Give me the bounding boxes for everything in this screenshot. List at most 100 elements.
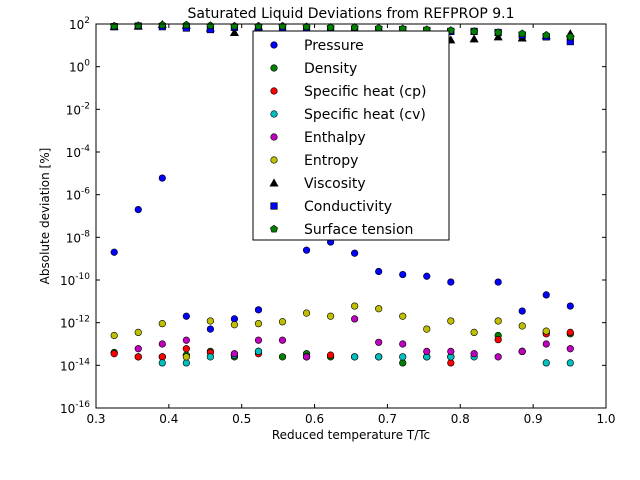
entropy-point bbox=[110, 331, 118, 340]
entropy-point bbox=[134, 328, 142, 336]
legend-item-entropy: Entropy bbox=[270, 153, 358, 169]
legend-label: Pressure bbox=[304, 38, 364, 54]
pressure-point bbox=[375, 267, 383, 276]
y-tick-label: 10-8 bbox=[66, 229, 91, 245]
y-tick-label: 10-2 bbox=[66, 101, 90, 117]
entropy-point bbox=[254, 320, 263, 328]
chart-title: Saturated Liquid Deviations from REFPROP… bbox=[188, 6, 515, 22]
legend-item-specific-heat-cv: Specific heat (cv) bbox=[270, 107, 426, 123]
legend-item-enthalpy: Enthalpy bbox=[270, 130, 366, 146]
series-entropy bbox=[110, 302, 550, 361]
pressure-point bbox=[254, 306, 263, 314]
legend-marker bbox=[270, 202, 278, 210]
x-tick-label: 0.8 bbox=[451, 412, 470, 426]
surface-tension-point bbox=[254, 21, 263, 30]
legend-label: Viscosity bbox=[304, 176, 366, 192]
specific-heat-cp-point bbox=[494, 336, 502, 344]
viscosity-point bbox=[493, 32, 503, 41]
specific-heat-cv-point bbox=[375, 353, 383, 361]
specific-heat-cv-point bbox=[158, 359, 166, 367]
pressure-point bbox=[182, 312, 190, 320]
pressure-point bbox=[423, 272, 431, 280]
pressure-point bbox=[302, 246, 311, 254]
y-axis-title: Absolute deviation [%] bbox=[38, 148, 52, 285]
legend-item-pressure: Pressure bbox=[270, 38, 364, 54]
entropy-point bbox=[206, 317, 214, 325]
x-tick-label: 0.6 bbox=[305, 412, 324, 426]
entropy-point bbox=[302, 309, 311, 317]
plot-frame bbox=[95, 23, 607, 409]
x-tick-label: 0.3 bbox=[86, 412, 105, 426]
x-tick-label: 0.4 bbox=[159, 412, 178, 426]
surface-tension-point bbox=[566, 32, 575, 41]
surface-tension-point bbox=[158, 20, 167, 29]
pressure-point bbox=[447, 278, 455, 286]
pressure-point bbox=[158, 174, 166, 182]
specific-heat-cv-point bbox=[182, 359, 190, 367]
legend-label: Surface tension bbox=[304, 222, 413, 238]
enthalpy-point bbox=[470, 350, 478, 358]
series-enthalpy bbox=[134, 315, 574, 361]
legend-box bbox=[252, 30, 450, 241]
enthalpy-point bbox=[302, 353, 311, 361]
enthalpy-point bbox=[134, 345, 142, 353]
enthalpy-point bbox=[158, 340, 166, 348]
enthalpy-point bbox=[542, 340, 550, 348]
legend-marker bbox=[270, 110, 278, 118]
y-tick-label: 102 bbox=[69, 16, 90, 32]
enthalpy-point bbox=[351, 315, 359, 323]
axis-ticks: 0.3 0.4 0.5 0.6 0.7 0.8 0.9 1.0 10-16 10-14 10-12 1… bbox=[60, 16, 616, 426]
specific-heat-cv-point bbox=[542, 359, 550, 367]
legend-marker bbox=[270, 64, 278, 72]
surface-tension-point bbox=[350, 23, 359, 31]
viscosity-point bbox=[469, 34, 479, 43]
pressure-point bbox=[518, 307, 526, 315]
specific-heat-cv-point bbox=[351, 353, 359, 361]
entropy-point bbox=[351, 302, 359, 310]
pressure-point bbox=[566, 302, 574, 310]
specific-heat-cp-point bbox=[447, 359, 455, 367]
legend-marker bbox=[270, 156, 278, 164]
enthalpy-point bbox=[254, 336, 263, 344]
entropy-point bbox=[327, 312, 335, 320]
legend-item-viscosity: Viscosity bbox=[269, 176, 366, 192]
entropy-point bbox=[182, 353, 190, 361]
surface-tension-point bbox=[470, 27, 479, 35]
specific-heat-cv-point bbox=[566, 359, 574, 367]
legend-label: Conductivity bbox=[304, 199, 392, 215]
pressure-point bbox=[399, 270, 407, 279]
y-tick-label: 100 bbox=[69, 59, 90, 75]
x-tick-label: 1.0 bbox=[596, 412, 615, 426]
enthalpy-point bbox=[182, 336, 190, 344]
entropy-point bbox=[399, 312, 407, 320]
legend-marker bbox=[269, 178, 279, 187]
y-tick-label: 10-10 bbox=[60, 272, 90, 288]
pressure-point bbox=[134, 205, 142, 214]
pressure-point bbox=[494, 278, 502, 286]
pressure-point bbox=[110, 248, 118, 256]
enthalpy-point bbox=[423, 347, 431, 355]
specific-heat-cp-point bbox=[182, 345, 190, 353]
pressure-point bbox=[206, 325, 214, 333]
enthalpy-point bbox=[566, 345, 574, 353]
entropy-point bbox=[375, 305, 383, 313]
specific-heat-cv-point bbox=[399, 353, 407, 361]
entropy-point bbox=[158, 320, 166, 328]
x-axis-title: Reduced temperature T/Tc bbox=[272, 428, 430, 442]
y-tick-label: 10-14 bbox=[60, 357, 90, 373]
surface-tension-point bbox=[278, 21, 287, 30]
y-tick-label: 10-4 bbox=[66, 144, 91, 160]
viscosity-point bbox=[229, 27, 239, 36]
legend-marker bbox=[270, 133, 278, 141]
legend-label: Specific heat (cp) bbox=[304, 84, 426, 100]
enthalpy-point bbox=[518, 347, 526, 355]
entropy-point bbox=[470, 328, 478, 336]
density-point bbox=[399, 359, 407, 367]
legend-label: Specific heat (cv) bbox=[304, 107, 426, 123]
specific-heat-cp-point bbox=[110, 350, 118, 358]
legend-marker bbox=[270, 87, 278, 95]
entropy-point bbox=[494, 317, 502, 325]
entropy-point bbox=[423, 325, 431, 333]
specific-heat-cp-point bbox=[158, 353, 166, 361]
